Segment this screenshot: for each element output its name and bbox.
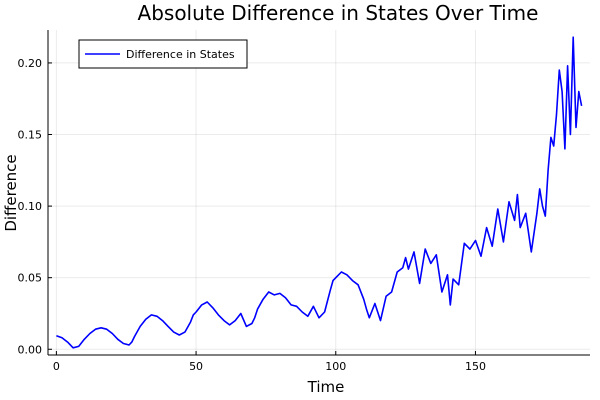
x-axis-label: Time bbox=[307, 378, 345, 396]
grid-lines bbox=[48, 30, 590, 355]
tick-labels: 0 50 100 150 0.00 0.05 0.10 0.15 0.20 bbox=[18, 57, 486, 373]
x-tick-label: 50 bbox=[189, 360, 203, 373]
x-tick-label: 0 bbox=[53, 360, 60, 373]
x-tick-label: 150 bbox=[465, 360, 486, 373]
axis-ticks bbox=[47, 30, 590, 356]
y-tick-label: 0.00 bbox=[18, 343, 43, 356]
x-tick-label: 100 bbox=[325, 360, 346, 373]
legend-label: Difference in States bbox=[126, 48, 235, 61]
legend: Difference in States bbox=[78, 39, 248, 69]
y-axis-label: Difference bbox=[2, 154, 20, 231]
y-tick-label: 0.05 bbox=[18, 272, 43, 285]
y-tick-label: 0.10 bbox=[18, 200, 43, 213]
chart-title: Absolute Difference in States Over Time bbox=[138, 1, 539, 25]
y-tick-label: 0.15 bbox=[18, 129, 43, 142]
plot-data bbox=[56, 36, 583, 349]
y-tick-label: 0.20 bbox=[18, 57, 43, 70]
series-line-0 bbox=[56, 36, 583, 349]
